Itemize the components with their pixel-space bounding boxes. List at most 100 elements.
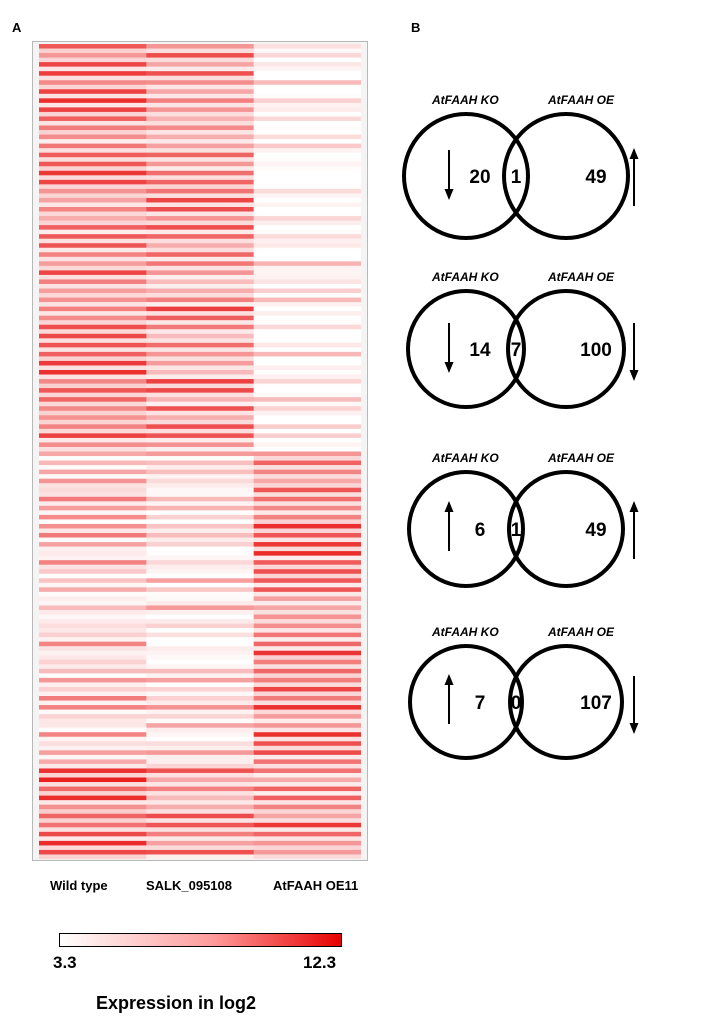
heatmap-cell xyxy=(146,311,255,317)
heatmap-cell xyxy=(253,247,361,253)
heatmap-cell xyxy=(253,677,361,683)
heatmap-cell xyxy=(146,705,255,710)
heatmap-cell xyxy=(146,175,255,181)
heatmap-cell xyxy=(253,759,361,765)
heatmap-cell xyxy=(146,528,255,534)
heatmap-cell xyxy=(146,415,255,421)
heatmap-cell xyxy=(253,664,361,670)
heatmap-cell xyxy=(253,533,361,538)
heatmap-cell xyxy=(253,754,361,760)
heatmap-cell xyxy=(146,569,255,575)
heatmap-cell xyxy=(146,628,255,634)
heatmap-cell xyxy=(39,433,147,439)
heatmap-cell xyxy=(253,392,361,398)
heatmap-cell xyxy=(253,333,361,339)
heatmap-cell xyxy=(146,157,255,163)
heatmap-cell xyxy=(253,179,361,185)
heatmap-cell xyxy=(39,338,147,344)
heatmap-cell xyxy=(146,125,255,131)
heatmap-cell xyxy=(253,197,361,203)
heatmap-cell xyxy=(146,139,255,145)
color-scale-bar xyxy=(59,933,342,947)
heatmap-cell xyxy=(253,849,361,855)
venn-right-circle xyxy=(502,112,630,240)
heatmap-cell xyxy=(253,410,361,416)
heatmap-cell xyxy=(39,62,147,68)
heatmap-cell xyxy=(253,451,361,457)
heatmap-cell xyxy=(146,238,255,244)
heatmap-cell xyxy=(146,786,255,792)
heatmap-cell xyxy=(39,238,147,244)
heatmap-cell xyxy=(253,727,361,733)
heatmap-cell xyxy=(146,537,255,543)
heatmap-cell xyxy=(146,587,255,593)
heatmap-cell xyxy=(253,428,361,434)
heatmap-cell xyxy=(253,659,361,665)
heatmap-cell xyxy=(146,709,255,715)
heatmap-cell xyxy=(253,44,361,49)
heatmap-cell xyxy=(146,370,255,375)
heatmap-cell xyxy=(39,555,147,561)
heatmap-cell xyxy=(39,795,147,801)
heatmap-cell xyxy=(146,333,255,339)
heatmap-cell xyxy=(146,822,255,828)
heatmap-cell xyxy=(146,197,255,203)
heatmap-cell xyxy=(253,166,361,172)
heatmap-cell xyxy=(39,691,147,697)
heatmap-cell xyxy=(39,827,147,833)
heatmap-cell xyxy=(253,487,361,493)
heatmap-cell xyxy=(39,329,147,335)
heatmap-cell xyxy=(39,456,147,461)
heatmap-cell xyxy=(253,130,361,135)
heatmap-cell xyxy=(146,356,255,362)
heatmap-cell xyxy=(253,302,361,308)
heatmap-cell xyxy=(39,197,147,203)
heatmap-cell xyxy=(253,741,361,747)
heatmap-cell xyxy=(253,650,361,656)
heatmap-cell xyxy=(253,424,361,430)
heatmap-cell xyxy=(146,718,255,724)
heatmap-cell xyxy=(146,555,255,561)
heatmap-cell xyxy=(39,791,147,797)
heatmap-cell xyxy=(146,533,255,538)
heatmap-cell xyxy=(39,668,147,674)
heatmap-cell xyxy=(39,569,147,575)
heatmap-cell xyxy=(253,609,361,615)
heatmap-cell xyxy=(39,410,147,416)
heatmap-cell xyxy=(146,686,255,692)
venn-left-count: 20 xyxy=(469,167,490,188)
heatmap-cell xyxy=(39,483,147,489)
heatmap-cell xyxy=(253,374,361,380)
heatmap-cell xyxy=(253,365,361,371)
heatmap-cell xyxy=(39,370,147,375)
heatmap-cell xyxy=(146,433,255,439)
heatmap-cell xyxy=(253,736,361,742)
heatmap-cell xyxy=(39,428,147,434)
heatmap-cell xyxy=(253,397,361,403)
heatmap-cell xyxy=(146,234,255,240)
heatmap-cell xyxy=(253,519,361,525)
heatmap-cell xyxy=(253,696,361,701)
heatmap-cell xyxy=(253,265,361,271)
heatmap-cell xyxy=(146,188,255,194)
heatmap-cell xyxy=(39,505,147,511)
heatmap-cell xyxy=(146,320,255,326)
heatmap-cell xyxy=(146,777,255,783)
heatmap-cell xyxy=(146,741,255,747)
venn-diagram-2: AtFAAH KO AtFAAH OE 14 7 100 xyxy=(406,270,639,409)
heatmap-cell xyxy=(146,804,255,810)
heatmap-cell xyxy=(253,170,361,176)
heatmap-cell xyxy=(146,53,255,58)
heatmap-cell xyxy=(146,279,255,285)
heatmap-cell xyxy=(253,605,361,611)
heatmap-cell xyxy=(39,745,147,751)
heatmap-cell xyxy=(146,170,255,176)
heatmap-cell xyxy=(39,274,147,280)
heatmap-cell xyxy=(39,252,147,258)
heatmap-cell xyxy=(146,682,255,688)
heatmap-cell xyxy=(253,406,361,412)
heatmap-cell xyxy=(253,537,361,543)
heatmap-cell xyxy=(39,609,147,615)
heatmap-cell xyxy=(39,582,147,588)
heatmap-cell xyxy=(39,496,147,502)
